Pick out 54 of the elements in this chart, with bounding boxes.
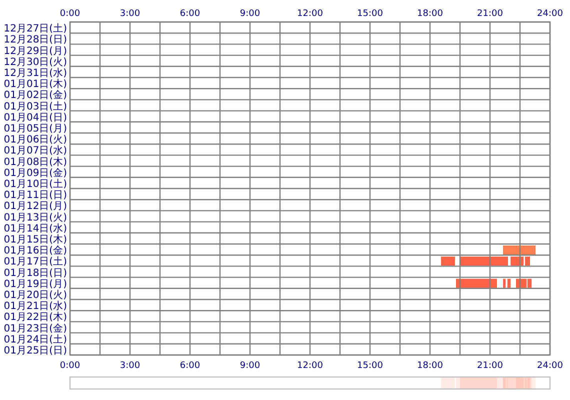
x-tick-label: 24:00 xyxy=(537,361,564,371)
y-tick-label: 01月22日(木) xyxy=(4,311,68,324)
y-tick-label: 01月05日(月) xyxy=(4,123,68,134)
y-tick-label: 12月30日(火) xyxy=(4,56,68,68)
x2-tick-label: 18:00 xyxy=(417,9,444,19)
x2-tick-label: 15:00 xyxy=(357,9,384,19)
y-tick-label: 01月01日(木) xyxy=(4,78,68,90)
y-tick-label: 12月27日(土) xyxy=(4,22,68,35)
bar xyxy=(441,256,455,266)
y-tick-label: 01月03日(土) xyxy=(4,100,68,112)
x-tick-label: 6:00 xyxy=(180,361,200,371)
y-tick-label: 01月12日(月) xyxy=(4,201,68,212)
y-tick-label: 01月09日(金) xyxy=(4,166,68,179)
bar xyxy=(456,278,497,288)
y-tick-label: 01月25日(日) xyxy=(4,345,68,356)
x2-tick-label: 12:00 xyxy=(297,9,324,19)
y-tick-label: 01月02日(金) xyxy=(4,89,68,102)
y-tick-label: 01月06日(火) xyxy=(4,134,68,146)
y-tick-label: 01月14日(水) xyxy=(4,222,68,234)
y-tick-label: 12月29日(月) xyxy=(4,46,68,57)
y-tick-label: 01月18日(日) xyxy=(4,268,68,279)
y-tick-label: 12月28日(日) xyxy=(4,34,68,46)
bar xyxy=(460,256,508,266)
x2-tick-label: 6:00 xyxy=(180,9,200,19)
y-tick-label: 01月16日(金) xyxy=(4,244,68,257)
y-tick-label: 01月04日(日) xyxy=(4,112,68,124)
y-tick-label: 01月21日(水) xyxy=(4,300,68,312)
bar xyxy=(503,246,536,255)
x2-tick-label: 3:00 xyxy=(120,9,140,19)
y-tick-label: 01月19日(月) xyxy=(4,278,68,290)
x-tick-label: 3:00 xyxy=(120,361,140,371)
y-tick-label: 01月23日(金) xyxy=(4,322,68,334)
y-tick-label: 01月15日(木) xyxy=(4,233,68,246)
y-tick-label: 01月10日(土) xyxy=(4,178,68,190)
bar xyxy=(507,278,511,288)
y-tick-label: 01月07日(水) xyxy=(4,144,68,157)
x-tick-label: 15:00 xyxy=(357,361,384,371)
y-tick-label: 01月24日(土) xyxy=(4,333,68,346)
x2-tick-label: 9:00 xyxy=(240,9,260,19)
x-tick-label: 21:00 xyxy=(477,361,504,371)
x-tick-label: 0:00 xyxy=(60,361,80,371)
y-tick-label: 01月11日(日) xyxy=(4,190,68,202)
y-tick-label: 01月13日(火) xyxy=(4,211,68,224)
y-tick-label: 01月20日(火) xyxy=(4,288,68,301)
y-tick-label: 01月17日(土) xyxy=(4,256,68,268)
y-tick-label: 12月31日(水) xyxy=(4,66,68,79)
y-tick-label: 01月08日(木) xyxy=(4,156,68,168)
x-tick-label: 18:00 xyxy=(417,361,444,371)
x-tick-label: 9:00 xyxy=(240,361,260,371)
x2-tick-label: 24:00 xyxy=(537,9,564,19)
x2-tick-label: 21:00 xyxy=(477,9,504,19)
x2-tick-label: 0:00 xyxy=(60,9,80,19)
x-tick-label: 12:00 xyxy=(297,361,324,371)
bar xyxy=(503,278,506,288)
